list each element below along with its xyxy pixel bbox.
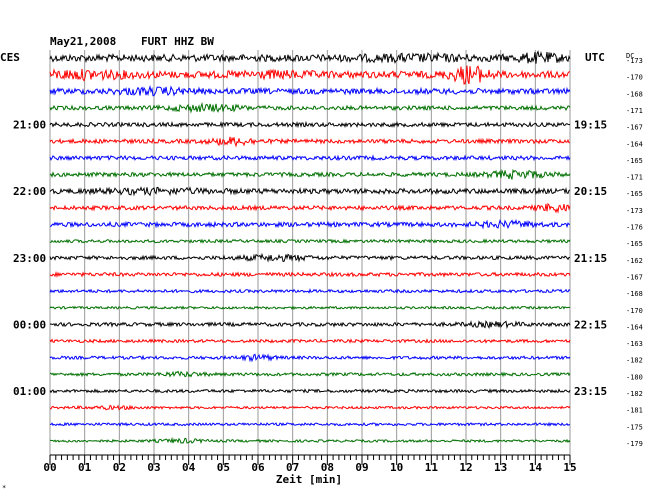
dc-offset-label: -162 (626, 257, 643, 265)
dc-offset-label: -171 (626, 174, 643, 182)
dc-offset-label: -173 (626, 207, 643, 215)
dc-offset-label: -182 (626, 357, 643, 365)
x-tick-label: 15 (563, 461, 576, 474)
trace-9 (49, 186, 571, 197)
trace-13 (49, 252, 571, 263)
dc-offset-label: -180 (626, 373, 643, 381)
dc-offset-label: -167 (626, 273, 643, 281)
trace-22 (49, 404, 571, 411)
trace-14 (49, 271, 571, 278)
trace-21 (49, 388, 571, 394)
date-label: May21,2008 (50, 35, 116, 48)
dc-offset-label: -175 (626, 423, 643, 431)
dc-offset-label: -181 (626, 407, 643, 415)
x-tick-label: 02 (113, 461, 126, 474)
dc-offset-label: -168 (626, 90, 643, 98)
trace-4 (49, 101, 571, 114)
dc-label: DC (626, 52, 634, 60)
x-tick-label: 03 (147, 461, 160, 474)
right-time-label: 22:15 (574, 318, 607, 331)
trace-20 (49, 370, 571, 378)
x-tick-label: 12 (459, 461, 472, 474)
trace-23 (49, 421, 571, 427)
right-time-label: 23:15 (574, 385, 607, 398)
x-tick-label: 10 (390, 461, 403, 474)
grid-lines (49, 50, 571, 455)
x-tick-label: 09 (355, 461, 368, 474)
trace-8 (49, 168, 571, 180)
trace-3 (49, 84, 571, 97)
left-time-label: 01:00 (13, 385, 46, 398)
right-timezone-label: UTC (585, 51, 605, 64)
dc-offset-label: -168 (626, 290, 643, 298)
trace-17 (49, 319, 571, 330)
trace-7 (49, 154, 571, 162)
x-tick-label: 13 (494, 461, 507, 474)
left-time-label: 23:00 (13, 252, 46, 265)
trace-15 (49, 288, 571, 294)
right-time-label: 20:15 (574, 185, 607, 198)
trace-18 (49, 338, 571, 344)
dc-offset-label: -164 (626, 140, 643, 148)
trace-5 (49, 120, 571, 129)
trace-2 (49, 65, 571, 85)
dc-offset-label: -165 (626, 240, 643, 248)
left-time-label: 00:00 (13, 318, 46, 331)
dc-offset-label: -164 (626, 323, 643, 331)
seismic-traces (49, 50, 571, 445)
trace-12 (49, 238, 571, 244)
x-tick-label: 08 (321, 461, 334, 474)
x-tick-label: 07 (286, 461, 299, 474)
dc-offset-label: -165 (626, 190, 643, 198)
dc-offset-label: -176 (626, 224, 643, 232)
x-axis: 00 01 02 03 04 05 06 07 08 09 10 11 12 13 14 15 (43, 454, 577, 474)
dc-offset-label: -173 (626, 57, 643, 65)
x-tick-label: 01 (78, 461, 92, 474)
dc-offset-label: -179 (626, 440, 643, 448)
dc-offset-label: -182 (626, 390, 643, 398)
x-axis-title: Zeit [min] (276, 473, 342, 486)
right-time-label: 21:15 (574, 252, 607, 265)
chart-labels: May21,2008 FURT HHZ BW CES UTC DC Zeit [… (0, 35, 643, 492)
x-tick-label: 11 (425, 461, 439, 474)
left-time-label: 21:00 (13, 119, 46, 132)
trace-19 (49, 353, 571, 363)
trace-1 (49, 50, 571, 64)
x-tick-label: 05 (217, 461, 230, 474)
right-time-label: 19:15 (574, 119, 607, 132)
x-tick-label: 04 (182, 461, 196, 474)
station-label: FURT HHZ BW (141, 35, 214, 48)
left-timezone-label: CES (0, 51, 20, 64)
trace-10 (49, 202, 571, 214)
dc-offset-label: -171 (626, 107, 643, 115)
dc-offset-label: -165 (626, 157, 643, 165)
trace-6 (49, 136, 571, 148)
x-tick-label: 06 (251, 461, 265, 474)
dc-offset-label: -170 (626, 74, 643, 82)
left-time-label: 22:00 (13, 185, 46, 198)
dc-offset-label: -167 (626, 124, 643, 132)
dc-offset-label: -163 (626, 340, 643, 348)
trace-16 (49, 305, 571, 311)
corner-mark: * (2, 484, 6, 492)
x-tick-label: 14 (529, 461, 543, 474)
trace-11 (50, 218, 571, 230)
dc-offset-label: -170 (626, 307, 643, 315)
trace-24 (49, 436, 571, 445)
x-tick-label: 00 (43, 461, 56, 474)
